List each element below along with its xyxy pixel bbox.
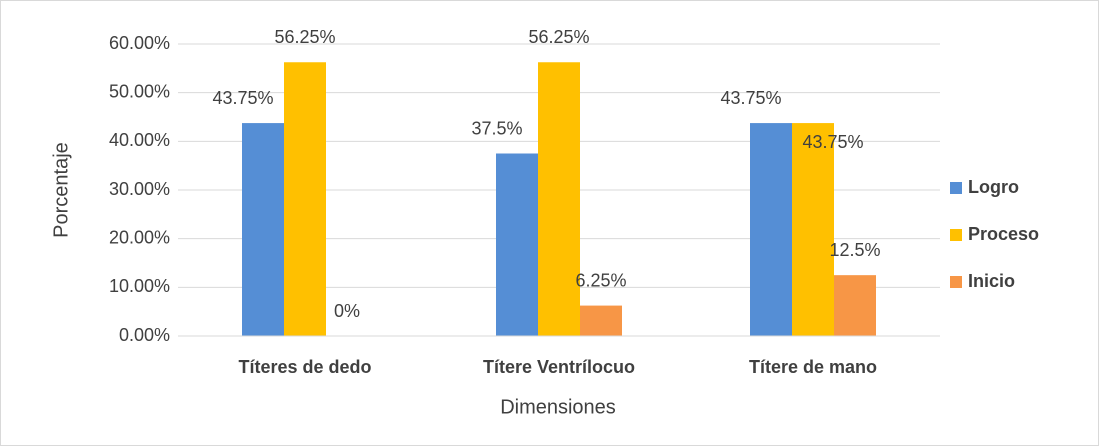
bar [538,62,580,336]
legend-label: Proceso [968,224,1039,244]
data-label: 56.25% [274,27,335,47]
y-tick-label: 30.00% [109,179,170,199]
bar [580,305,622,336]
y-tick-label: 40.00% [109,130,170,150]
x-tick-label: Títere de mano [749,357,877,377]
bar [242,123,284,336]
bar [750,123,792,336]
y-tick-label: 10.00% [109,276,170,296]
data-label: 56.25% [528,27,589,47]
bar [496,153,538,336]
data-label: 43.75% [212,88,273,108]
y-tick-label: 50.00% [109,81,170,101]
data-label: 43.75% [802,132,863,152]
x-axis-label: Dimensiones [500,396,616,418]
y-tick-label: 60.00% [109,33,170,53]
bar [792,123,834,336]
x-tick-label: Títeres de dedo [238,357,371,377]
data-label: 37.5% [471,118,522,138]
data-label: 0% [334,301,360,321]
bar [834,275,876,336]
data-label: 6.25% [575,270,626,290]
data-label: 43.75% [720,88,781,108]
legend-label: Logro [968,177,1019,197]
y-axis-label: Porcentaje [50,142,72,238]
legend-swatch [950,276,962,288]
legend-swatch [950,229,962,241]
bar [284,62,326,336]
y-tick-label: 20.00% [109,227,170,247]
legend-swatch [950,182,962,194]
x-tick-label: Títere Ventrílocuo [483,357,635,377]
y-tick-label: 0.00% [119,325,170,345]
legend-label: Inicio [968,271,1015,291]
data-label: 12.5% [829,240,880,260]
